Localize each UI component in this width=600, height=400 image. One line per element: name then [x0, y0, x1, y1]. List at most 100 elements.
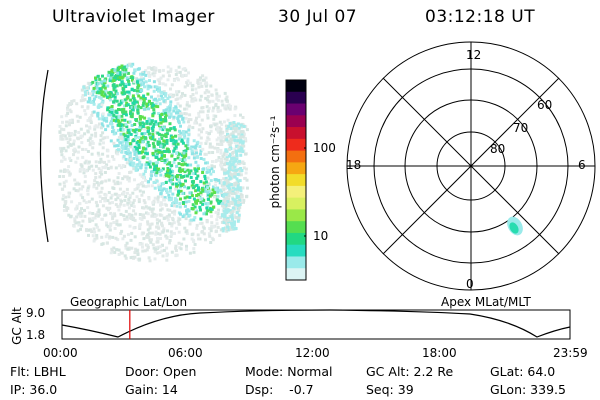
aurora-pixel — [119, 127, 123, 131]
colorbar-segment — [286, 162, 306, 175]
aurora-pixel — [74, 189, 78, 192]
aurora-pixel — [166, 97, 170, 100]
aurora-pixel — [162, 90, 166, 94]
colorbar-segment — [286, 256, 306, 269]
aurora-pixel — [109, 121, 112, 125]
aurora-pixel — [87, 160, 91, 164]
aurora-pixel — [99, 134, 103, 138]
aurora-pixel — [92, 97, 96, 101]
aurora-pixel — [110, 108, 114, 111]
aurora-pixel — [192, 247, 196, 251]
aurora-pixel — [226, 218, 230, 222]
aurora-pixel — [119, 202, 123, 206]
aurora-pixel — [152, 111, 156, 115]
aurora-pixel — [176, 152, 180, 156]
aurora-pixel — [179, 124, 182, 128]
aurora-pixel — [87, 233, 90, 237]
aurora-pixel — [118, 71, 122, 75]
aurora-pixel — [119, 141, 123, 145]
aurora-pixel — [178, 137, 181, 141]
timeline-ytick-high: 9.0 — [26, 306, 46, 320]
aurora-pixel — [101, 204, 105, 208]
aurora-pixel — [217, 94, 221, 98]
aurora-pixel — [138, 213, 142, 216]
aurora-pixel — [209, 84, 213, 88]
aurora-pixel — [223, 168, 227, 172]
aurora-pixel — [211, 238, 215, 242]
aurora-pixel — [179, 184, 183, 188]
aurora-pixel — [102, 141, 105, 145]
mlt-label-top: 12 — [466, 48, 482, 62]
aurora-pixel — [161, 167, 165, 171]
aurora-pixel — [235, 126, 239, 130]
aurora-pixel — [222, 205, 226, 209]
aurora-pixel — [108, 90, 112, 94]
glon-info: GLon: 339.5 — [490, 382, 566, 397]
aurora-pixel — [221, 139, 225, 143]
aurora-pixel — [138, 138, 142, 142]
aurora-pixel — [142, 107, 146, 111]
polar-plot — [346, 41, 596, 291]
aurora-pixel — [125, 161, 129, 165]
aurora-pixel — [237, 149, 241, 153]
aurora-pixel — [212, 117, 216, 121]
aurora-pixel — [193, 216, 197, 220]
aurora-pixel — [161, 230, 165, 234]
aurora-pixel — [175, 109, 179, 112]
aurora-pixel — [234, 187, 238, 191]
aurora-pixel — [180, 163, 184, 167]
aurora-pixel — [181, 201, 185, 204]
aurora-pixel — [231, 200, 235, 204]
aurora-pixel — [124, 209, 128, 213]
aurora-pixel — [156, 197, 160, 201]
aurora-pixel — [164, 181, 168, 184]
aurora-pixel — [107, 191, 111, 194]
aurora-pixel — [173, 231, 176, 235]
aurora-pixel — [179, 111, 183, 115]
aurora-pixel — [108, 96, 112, 100]
aurora-pixel — [122, 73, 126, 77]
aurora-pixel — [194, 168, 198, 172]
aurora-pixel — [133, 152, 137, 156]
aurora-pixel — [235, 196, 239, 200]
aurora-pixel — [239, 136, 242, 140]
aurora-pixel — [145, 235, 149, 239]
aurora-pixel — [81, 196, 85, 200]
aurora-pixel — [145, 152, 149, 156]
aurora-pixel — [156, 141, 160, 145]
aurora-pixel — [98, 122, 101, 126]
aurora-pixel — [146, 222, 150, 226]
aurora-pixel — [189, 163, 193, 167]
aurora-pixel — [199, 192, 203, 196]
aurora-pixel — [151, 72, 155, 76]
aurora-pixel — [233, 220, 236, 224]
aurora-pixel — [223, 91, 227, 95]
aurora-pixel — [158, 102, 162, 106]
colorbar-segment — [286, 268, 306, 281]
aurora-pixel — [112, 85, 116, 89]
aurora-pixel — [235, 157, 239, 161]
aurora-pixel — [105, 241, 109, 245]
aurora-pixel — [94, 78, 98, 82]
aurora-pixel — [106, 84, 110, 88]
aurora-pixel — [77, 221, 81, 225]
aurora-pixel — [164, 118, 167, 122]
aurora-pixel — [179, 197, 182, 201]
aurora-pixel — [197, 167, 200, 170]
aurora-pixel — [187, 128, 191, 132]
aurora-pixel — [245, 195, 248, 199]
image-time: 03:12:18 UT — [425, 7, 536, 27]
aurora-pixel — [140, 115, 144, 119]
aurora-pixel — [167, 215, 171, 219]
aurora-pixel — [106, 149, 110, 153]
aurora-pixel — [143, 131, 147, 135]
aurora-pixel — [144, 80, 148, 84]
aurora-pixel — [109, 120, 113, 124]
aurora-pixel — [158, 137, 161, 141]
aurora-pixel — [186, 79, 190, 83]
mode-info: Mode: Normal — [245, 364, 333, 379]
aurora-pixel — [191, 126, 195, 130]
aurora-pixel — [127, 212, 131, 216]
aurora-pixel — [216, 150, 220, 154]
aurora-pixel — [67, 170, 71, 174]
